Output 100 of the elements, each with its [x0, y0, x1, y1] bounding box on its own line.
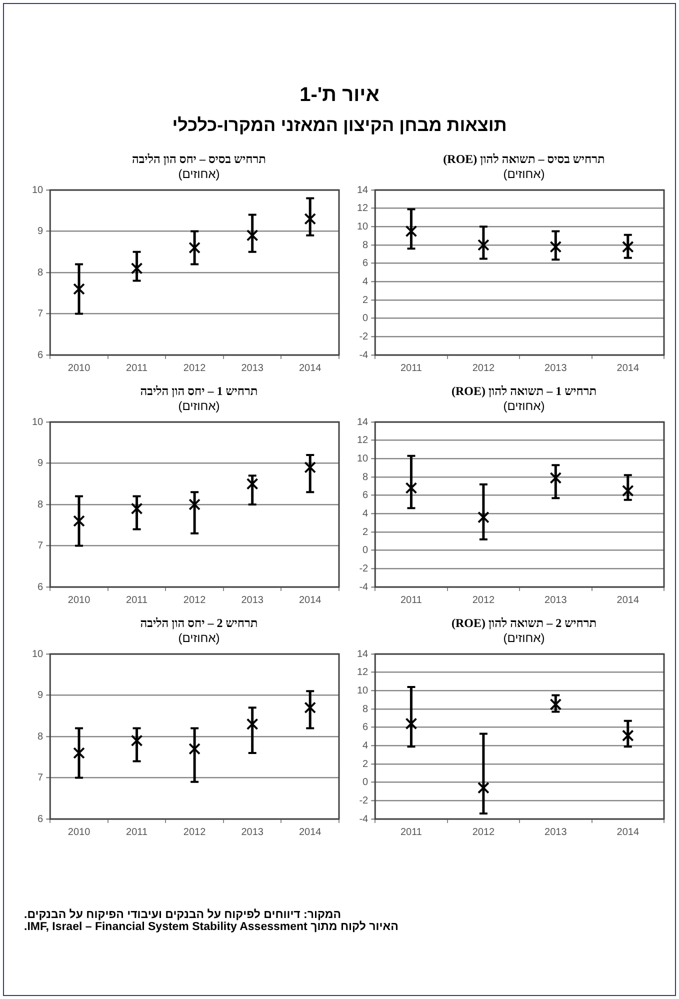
- y-tick-label: 0: [362, 313, 369, 324]
- y-tick-label: 6: [38, 350, 44, 361]
- x-tick-label: 2011: [126, 826, 148, 838]
- y-tick-label: 0: [362, 777, 369, 788]
- x-tick-label: 2011: [126, 594, 148, 606]
- chart-subtitle: (אחוזים): [502, 399, 546, 413]
- point: [622, 484, 634, 497]
- x-tick-label: 2013: [544, 594, 568, 606]
- y-tick-label: 4: [362, 740, 369, 752]
- x-tick-label: 2013: [241, 594, 264, 606]
- x-tick-label: 2012: [183, 826, 206, 838]
- y-tick-label: 12: [357, 435, 369, 446]
- point: [188, 242, 201, 254]
- chart-title: תרחיש בסיס – תשואה להון (ROE): [442, 152, 606, 167]
- point: [550, 698, 562, 710]
- y-tick-label: 8: [362, 704, 369, 715]
- chart-title: תרחיש 2 – תשואה להון (ROE): [450, 616, 598, 631]
- point: [246, 229, 258, 242]
- y-tick-label: 12: [357, 667, 369, 678]
- point: [246, 718, 258, 730]
- point: [405, 482, 418, 494]
- point: [478, 782, 490, 794]
- point: [550, 240, 562, 253]
- y-tick-label: 2: [362, 758, 369, 770]
- x-tick-label: 2014: [616, 362, 640, 374]
- text: המקור: דיווחים לפיקוח על הבנקים ועיבודי הפיקוח על הבנקים.: [24, 909, 342, 921]
- chart-subtitle: (אחוזים): [177, 167, 221, 181]
- y-tick-label: 9: [38, 690, 44, 701]
- point: [622, 240, 634, 253]
- y-tick-label: -4: [359, 582, 369, 593]
- x-tick-label: 2012: [183, 594, 206, 606]
- y-tick-label: 6: [362, 722, 369, 734]
- x-tick-label: 2012: [183, 362, 206, 374]
- y-tick-label: 14: [357, 416, 369, 428]
- y-tick-label: -4: [359, 350, 369, 361]
- y-tick-label: 6: [38, 582, 44, 593]
- y-tick-label: 9: [38, 226, 44, 237]
- point: [622, 730, 634, 742]
- point: [405, 225, 418, 238]
- point: [73, 747, 85, 759]
- y-tick-label: 10: [32, 184, 44, 196]
- x-tick-label: 2012: [472, 826, 496, 838]
- point: [478, 511, 490, 524]
- point: [304, 212, 316, 225]
- point: [478, 239, 490, 251]
- point: [188, 498, 201, 510]
- point: [304, 461, 316, 474]
- y-tick-label: 8: [38, 267, 44, 278]
- point: [130, 502, 143, 515]
- text: איור ת'-1: [298, 84, 380, 107]
- y-tick-label: -2: [359, 795, 369, 806]
- y-tick-label: 4: [362, 508, 369, 520]
- x-tick-label: 2010: [68, 594, 91, 606]
- y-tick-label: 14: [357, 648, 369, 660]
- y-tick-label: 8: [38, 499, 44, 510]
- point: [73, 283, 85, 295]
- y-tick-label: 8: [362, 240, 369, 251]
- x-tick-label: 2011: [400, 826, 422, 838]
- text: האיור לקוח מתוך IMF, Israel – Financial System Stability Assessment.: [24, 921, 400, 933]
- x-tick-label: 2010: [68, 362, 91, 374]
- y-tick-label: 2: [362, 294, 369, 306]
- x-tick-label: 2013: [544, 362, 568, 374]
- x-tick-label: 2014: [616, 826, 640, 838]
- y-tick-label: 6: [362, 490, 369, 502]
- y-tick-label: 6: [38, 814, 44, 825]
- y-tick-label: 10: [357, 453, 369, 464]
- chart-title: תרחיש 1 – תשואה להון (ROE): [450, 384, 598, 399]
- y-tick-label: -2: [359, 563, 369, 574]
- y-tick-label: 12: [357, 203, 369, 214]
- y-tick-label: 10: [32, 416, 44, 428]
- y-tick-label: 14: [357, 184, 369, 196]
- y-tick-label: -2: [359, 331, 369, 342]
- y-tick-label: 6: [362, 258, 369, 270]
- chart-subtitle: (אחוזים): [502, 167, 546, 181]
- y-tick-label: 9: [38, 458, 44, 469]
- y-tick-label: 2: [362, 526, 369, 538]
- chart-title: תרחיש 2 – יחס הון הליבה: [139, 616, 259, 631]
- y-tick-label: 7: [38, 772, 44, 784]
- x-tick-label: 2013: [544, 826, 568, 838]
- x-tick-label: 2014: [616, 594, 640, 606]
- chart-title: תרחיש בסיס – יחס הון הליבה: [131, 152, 267, 167]
- point: [246, 478, 258, 490]
- text: תוצאות מבחן הקיצון המאזני המקרו-כלכלי: [171, 115, 508, 136]
- y-tick-label: 0: [362, 545, 369, 556]
- point: [130, 262, 143, 274]
- y-tick-label: 7: [38, 308, 44, 320]
- point: [304, 702, 316, 714]
- chart-subtitle: (אחוזים): [502, 631, 546, 645]
- point: [73, 515, 85, 527]
- y-tick-label: 4: [362, 276, 369, 288]
- x-tick-label: 2010: [68, 826, 91, 838]
- y-tick-label: 8: [38, 731, 44, 742]
- chart-title: תרחיש 1 – יחס הון הליבה: [139, 384, 259, 399]
- x-tick-label: 2014: [298, 362, 322, 374]
- x-tick-label: 2014: [298, 594, 322, 606]
- x-tick-label: 2012: [472, 594, 496, 606]
- y-tick-label: 10: [32, 648, 44, 660]
- point: [550, 472, 562, 484]
- y-tick-label: 7: [38, 540, 44, 552]
- x-tick-label: 2013: [241, 826, 264, 838]
